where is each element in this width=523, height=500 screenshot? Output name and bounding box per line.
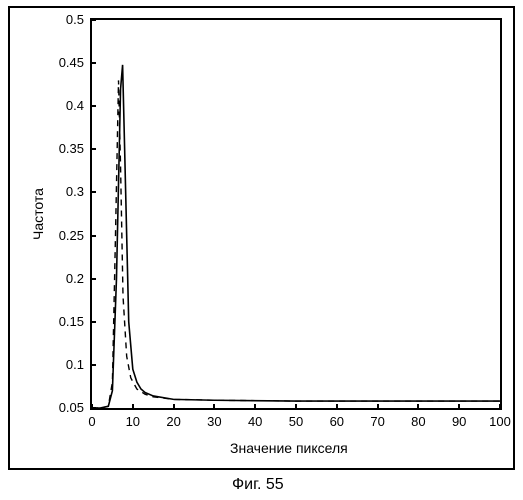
y-tick-mark: [90, 105, 96, 107]
x-tick-mark: [377, 404, 379, 410]
x-tick-mark: [295, 404, 297, 410]
figure-container: Частота Значение пикселя Фиг. 55 0.050.1…: [0, 0, 523, 500]
figure-caption: Фиг. 55: [232, 476, 284, 494]
x-tick-label: 80: [403, 414, 433, 429]
x-tick-mark: [254, 404, 256, 410]
x-tick-mark: [417, 404, 419, 410]
y-tick-mark: [90, 62, 96, 64]
y-tick-label: 0.45: [44, 55, 84, 70]
x-tick-mark: [132, 404, 134, 410]
x-tick-label: 50: [281, 414, 311, 429]
x-tick-mark: [213, 404, 215, 410]
x-tick-label: 10: [118, 414, 148, 429]
x-tick-label: 70: [363, 414, 393, 429]
y-tick-mark: [90, 235, 96, 237]
y-tick-label: 0.3: [44, 184, 84, 199]
series-dashed: [92, 80, 500, 408]
x-tick-mark: [91, 404, 93, 410]
y-tick-label: 0.15: [44, 314, 84, 329]
y-tick-mark: [90, 148, 96, 150]
y-tick-label: 0.4: [44, 98, 84, 113]
y-tick-mark: [90, 191, 96, 193]
y-tick-label: 0.05: [44, 400, 84, 415]
x-tick-label: 60: [322, 414, 352, 429]
y-tick-label: 0.1: [44, 357, 84, 372]
x-tick-mark: [173, 404, 175, 410]
x-axis-label: Значение пикселя: [230, 440, 348, 456]
x-tick-mark: [458, 404, 460, 410]
x-tick-label: 100: [485, 414, 515, 429]
x-tick-label: 90: [444, 414, 474, 429]
x-tick-label: 0: [77, 414, 107, 429]
y-tick-mark: [90, 321, 96, 323]
x-tick-mark: [336, 404, 338, 410]
y-tick-label: 0.2: [44, 271, 84, 286]
chart-svg: [92, 20, 500, 408]
x-tick-label: 40: [240, 414, 270, 429]
y-tick-label: 0.5: [44, 12, 84, 27]
y-tick-mark: [90, 19, 96, 21]
y-tick-mark: [90, 278, 96, 280]
y-tick-mark: [90, 364, 96, 366]
y-tick-label: 0.35: [44, 141, 84, 156]
x-tick-mark: [499, 404, 501, 410]
plot-area: [90, 18, 502, 410]
x-tick-label: 20: [159, 414, 189, 429]
x-tick-label: 30: [199, 414, 229, 429]
series-solid: [92, 65, 500, 408]
y-tick-label: 0.25: [44, 228, 84, 243]
